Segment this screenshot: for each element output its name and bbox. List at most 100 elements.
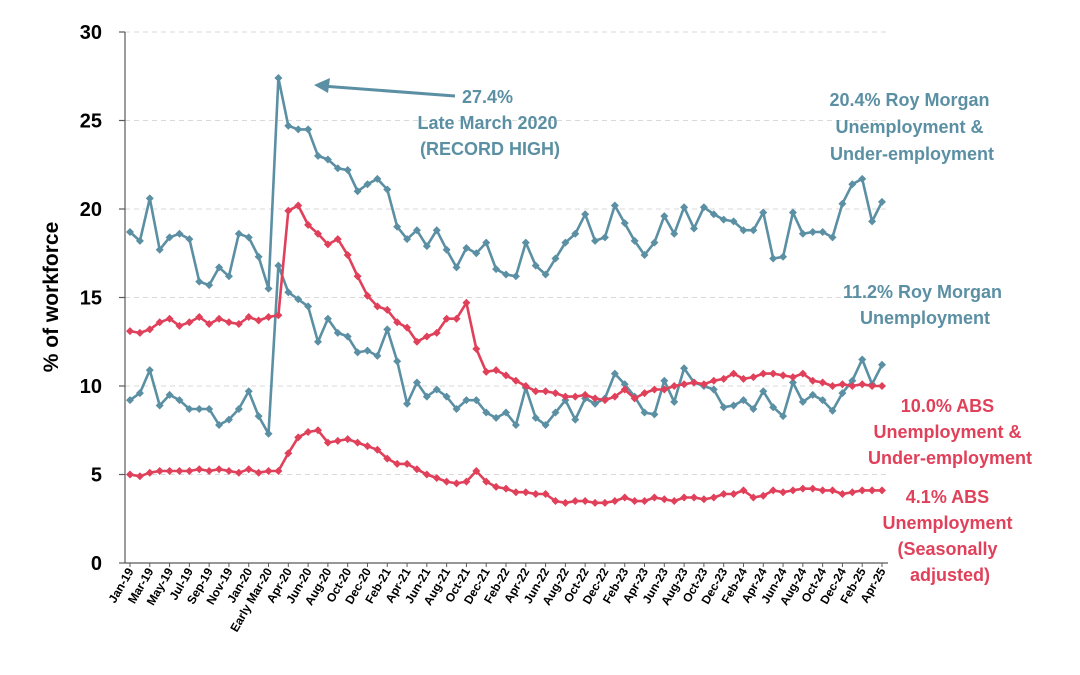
data-point — [185, 318, 194, 327]
data-point — [135, 389, 144, 398]
data-point — [393, 357, 402, 366]
data-point — [868, 486, 877, 495]
data-point — [571, 229, 580, 238]
gridlines — [125, 31, 888, 475]
data-point — [759, 369, 768, 378]
data-point — [848, 376, 857, 385]
data-point — [284, 288, 293, 297]
data-point — [422, 242, 431, 251]
data-point — [581, 210, 590, 219]
data-point — [779, 371, 788, 380]
data-point — [323, 314, 332, 323]
data-point — [472, 344, 481, 353]
data-point — [818, 396, 827, 405]
data-point — [383, 185, 392, 194]
data-point — [353, 187, 362, 196]
data-point — [858, 380, 867, 389]
data-point — [571, 497, 580, 506]
data-point — [383, 305, 392, 314]
data-point — [195, 312, 204, 321]
data-point — [640, 389, 649, 398]
data-point — [155, 401, 164, 410]
data-point — [739, 226, 748, 235]
data-point — [600, 396, 609, 405]
data-point — [759, 208, 768, 217]
data-point — [680, 364, 689, 373]
data-point — [798, 369, 807, 378]
data-point — [581, 497, 590, 506]
data-point — [294, 201, 303, 210]
data-point — [462, 298, 471, 307]
data-point — [660, 376, 669, 385]
data-point — [264, 312, 273, 321]
data-point — [788, 373, 797, 382]
data-point — [175, 229, 184, 238]
data-point — [462, 243, 471, 252]
data-point — [502, 484, 510, 493]
y-tick-label: 15 — [80, 288, 102, 310]
data-point — [779, 488, 788, 497]
data-point — [205, 466, 214, 475]
data-point — [274, 261, 283, 270]
data-point — [511, 376, 520, 385]
data-point — [729, 217, 738, 226]
data-point — [848, 382, 857, 390]
roy-morgan-unemployment-label: 11.2% Roy Morgan Unemployment — [843, 282, 1007, 328]
data-point — [145, 468, 154, 477]
data-point — [412, 465, 421, 474]
data-point — [244, 387, 253, 396]
data-point — [670, 397, 679, 406]
data-point — [610, 497, 619, 506]
data-point — [274, 466, 283, 475]
data-point — [719, 215, 728, 224]
data-point — [175, 466, 184, 475]
data-point — [521, 488, 530, 497]
data-point — [175, 321, 184, 330]
data-point — [680, 203, 689, 212]
data-point — [749, 493, 758, 502]
data-point — [591, 399, 600, 408]
data-point — [126, 470, 134, 479]
data-point — [828, 233, 837, 242]
data-point — [670, 229, 679, 238]
data-point — [373, 302, 382, 311]
data-point — [620, 380, 629, 389]
data-point — [482, 408, 491, 417]
data-point — [254, 412, 263, 421]
data-point — [224, 318, 233, 327]
data-point — [502, 371, 510, 380]
data-point — [383, 325, 392, 334]
data-point — [135, 472, 144, 481]
data-point — [769, 486, 778, 495]
data-point — [373, 174, 382, 183]
data-point — [511, 420, 520, 429]
data-point — [412, 226, 421, 235]
data-point — [551, 408, 560, 417]
data-point — [670, 497, 679, 506]
data-point — [511, 488, 520, 497]
data-point — [739, 396, 748, 405]
data-point — [769, 254, 778, 263]
data-point — [126, 396, 134, 405]
data-point — [472, 249, 481, 258]
data-point — [798, 229, 807, 238]
roy-morgan-underemployment-label: 20.4% Roy Morgan Unemployment & Under-em… — [829, 90, 994, 164]
data-point — [482, 367, 491, 376]
data-point — [838, 389, 847, 398]
data-point — [541, 420, 550, 429]
data-point — [848, 488, 857, 497]
y-tick-label: 5 — [91, 465, 102, 487]
data-point — [749, 226, 758, 235]
data-point — [709, 376, 718, 385]
series-2 — [126, 201, 886, 405]
data-point — [185, 466, 194, 475]
data-point — [878, 382, 886, 390]
data-point — [304, 302, 313, 311]
y-tick-label: 10 — [80, 376, 102, 398]
peak-annotation-line-1: 27.4% — [462, 87, 513, 107]
data-point — [383, 454, 392, 463]
data-point — [818, 486, 827, 495]
data-point — [482, 477, 491, 486]
y-tick-label: 25 — [80, 111, 102, 133]
data-point — [333, 235, 342, 244]
